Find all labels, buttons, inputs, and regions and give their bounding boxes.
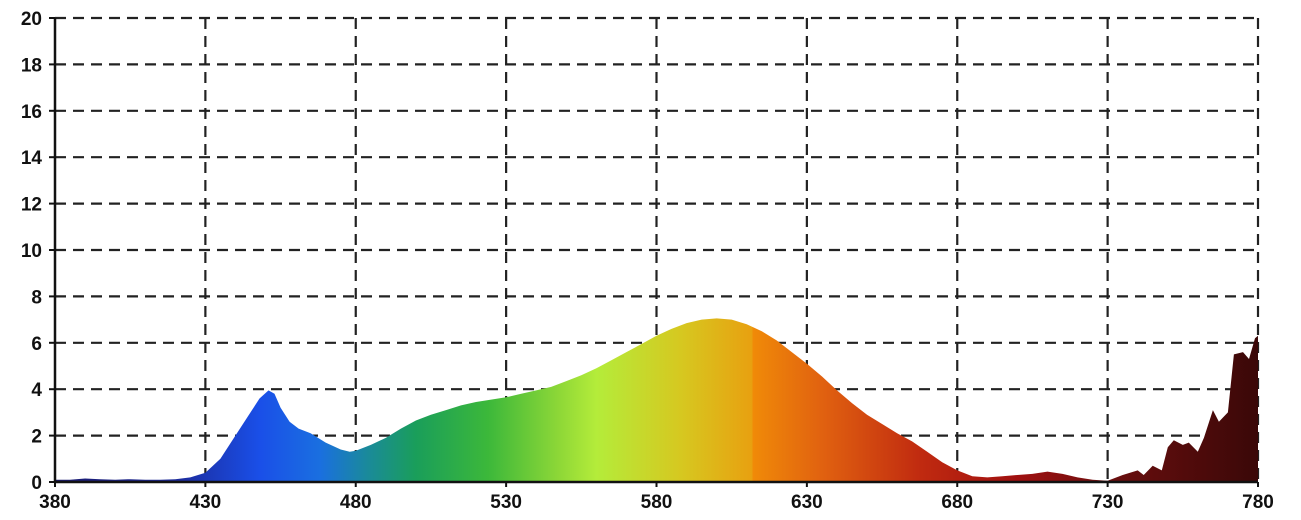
x-tick-label: 380: [39, 492, 71, 513]
x-tick-label: 430: [190, 492, 222, 513]
y-tick-label: 14: [21, 148, 43, 169]
x-tick-label: 480: [340, 492, 372, 513]
y-tick-label: 8: [31, 287, 42, 308]
y-tick-label: 0: [31, 473, 42, 494]
y-tick-label: 20: [21, 9, 42, 30]
y-tick-labels: 0 2 4 6 8 10 12 14 16 18 20: [21, 9, 43, 494]
y-tick-label: 12: [21, 195, 42, 216]
x-tick-label: 680: [941, 492, 973, 513]
y-tick-label: 10: [21, 241, 42, 262]
x-tick-label: 730: [1092, 492, 1124, 513]
y-tick-label: 18: [21, 55, 42, 76]
axes: [49, 17, 1259, 487]
y-tick-label: 16: [21, 102, 42, 123]
x-tick-label: 630: [791, 492, 823, 513]
spectrum-area: [55, 318, 1258, 482]
y-tick-label: 6: [31, 334, 42, 355]
y-tick-label: 2: [31, 427, 42, 448]
x-tick-label: 580: [641, 492, 673, 513]
spectrum-series-area: [55, 318, 1258, 482]
y-tick-label: 4: [31, 380, 42, 401]
x-tick-label: 780: [1242, 492, 1274, 513]
x-tick-labels: 380 430 480 530 580 630 680 730 780: [39, 492, 1274, 513]
x-tick-label: 530: [490, 492, 522, 513]
